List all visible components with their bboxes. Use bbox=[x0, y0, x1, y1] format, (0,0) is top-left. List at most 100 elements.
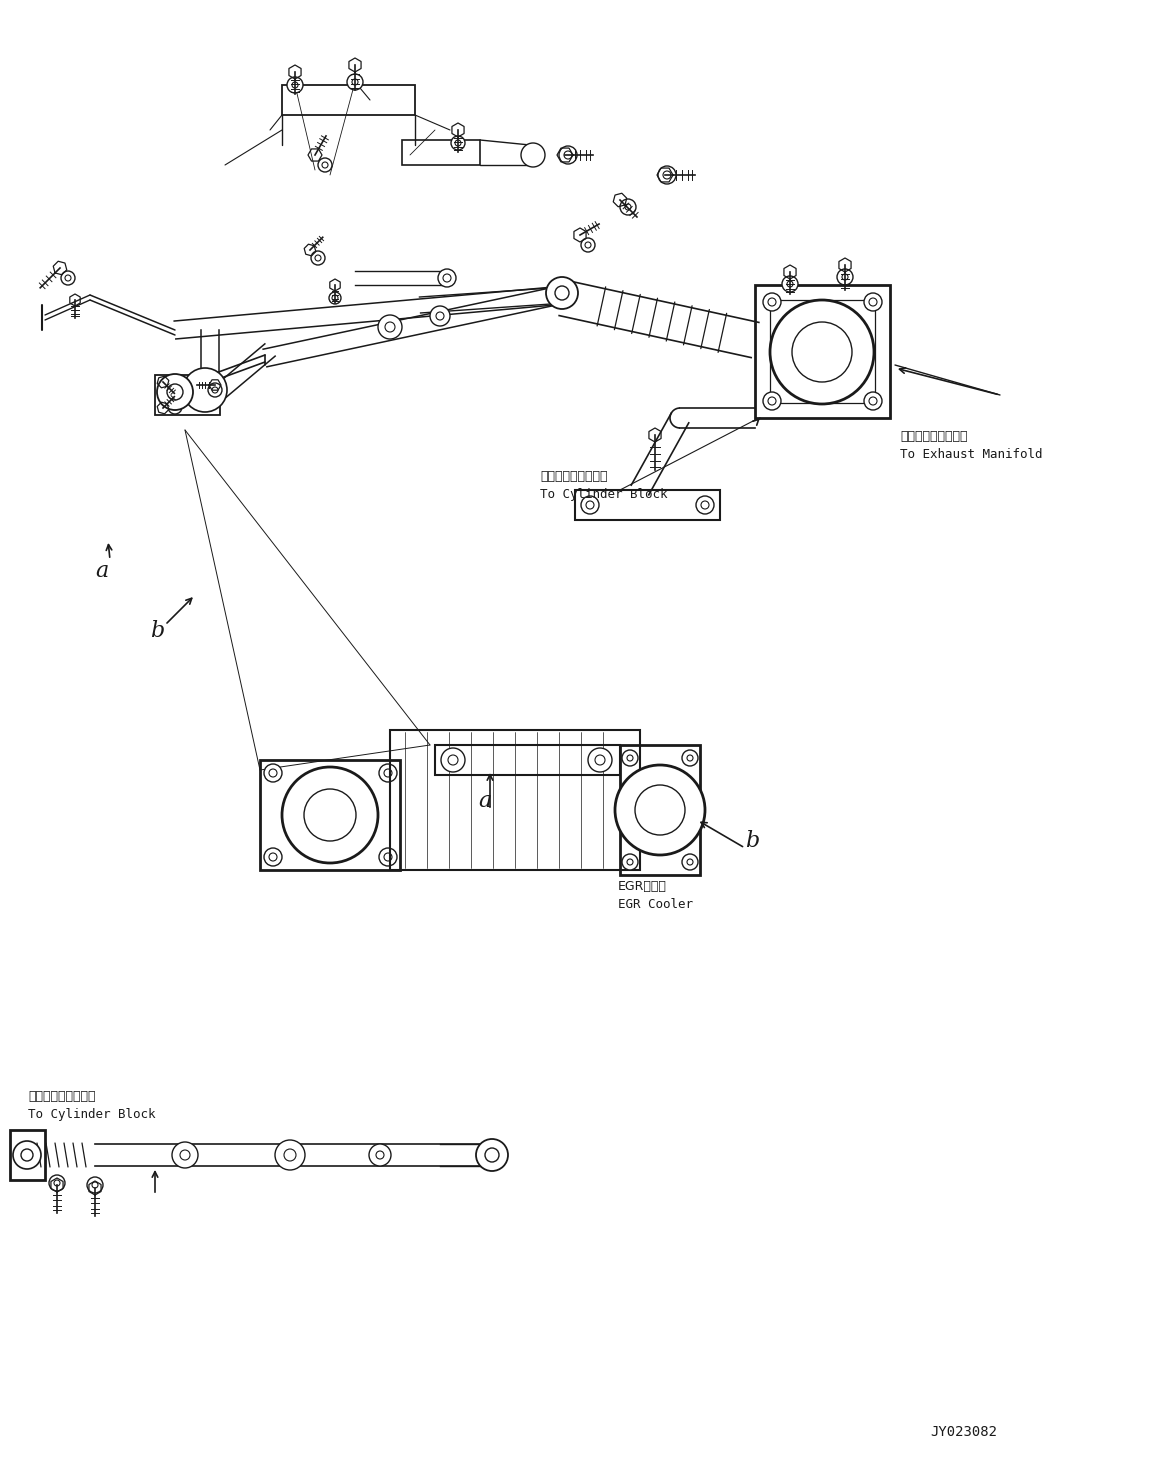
Circle shape bbox=[21, 1149, 33, 1161]
Circle shape bbox=[208, 383, 222, 397]
Circle shape bbox=[168, 399, 182, 414]
Circle shape bbox=[581, 238, 595, 252]
Circle shape bbox=[625, 204, 631, 210]
Circle shape bbox=[264, 849, 282, 866]
Text: To Exhaust Manifold: To Exhaust Manifold bbox=[901, 448, 1042, 461]
Circle shape bbox=[292, 82, 297, 87]
Circle shape bbox=[865, 293, 882, 311]
Circle shape bbox=[664, 171, 670, 179]
Circle shape bbox=[443, 274, 451, 281]
Circle shape bbox=[352, 79, 358, 85]
Circle shape bbox=[332, 295, 338, 300]
Circle shape bbox=[92, 1182, 98, 1188]
Circle shape bbox=[60, 271, 76, 284]
Circle shape bbox=[370, 1145, 390, 1166]
Circle shape bbox=[284, 1149, 296, 1161]
Text: b: b bbox=[745, 830, 759, 851]
Circle shape bbox=[763, 392, 781, 410]
Circle shape bbox=[763, 293, 781, 311]
Circle shape bbox=[485, 1147, 498, 1162]
Circle shape bbox=[172, 404, 178, 410]
Circle shape bbox=[172, 1142, 198, 1168]
Circle shape bbox=[792, 322, 852, 382]
Circle shape bbox=[701, 502, 709, 509]
Circle shape bbox=[157, 375, 193, 410]
Circle shape bbox=[172, 382, 178, 388]
Circle shape bbox=[379, 849, 397, 866]
Circle shape bbox=[430, 306, 450, 327]
Circle shape bbox=[315, 255, 321, 261]
Circle shape bbox=[865, 392, 882, 410]
Circle shape bbox=[287, 77, 303, 93]
Circle shape bbox=[49, 1175, 65, 1191]
Circle shape bbox=[347, 74, 363, 90]
Circle shape bbox=[53, 1180, 60, 1185]
Circle shape bbox=[682, 854, 698, 870]
Text: a: a bbox=[95, 560, 108, 582]
Circle shape bbox=[282, 767, 378, 863]
Bar bbox=[770, 300, 875, 402]
Circle shape bbox=[180, 1150, 191, 1161]
Text: JY023082: JY023082 bbox=[930, 1424, 997, 1439]
Circle shape bbox=[615, 765, 705, 854]
Circle shape bbox=[385, 322, 395, 332]
Circle shape bbox=[627, 859, 633, 865]
Circle shape bbox=[211, 386, 218, 394]
Circle shape bbox=[837, 268, 853, 284]
Circle shape bbox=[383, 853, 392, 862]
Circle shape bbox=[168, 378, 182, 392]
Circle shape bbox=[268, 853, 277, 862]
Circle shape bbox=[768, 397, 776, 405]
Circle shape bbox=[438, 268, 456, 287]
Circle shape bbox=[383, 768, 392, 777]
Text: a: a bbox=[478, 790, 492, 812]
Circle shape bbox=[627, 755, 633, 761]
Circle shape bbox=[167, 383, 182, 399]
Circle shape bbox=[634, 784, 686, 835]
Bar bbox=[260, 760, 400, 870]
Text: To Cylinder Block: To Cylinder Block bbox=[28, 1108, 156, 1121]
Circle shape bbox=[586, 502, 594, 509]
Circle shape bbox=[311, 251, 325, 265]
Circle shape bbox=[588, 748, 612, 771]
Circle shape bbox=[622, 854, 638, 870]
Circle shape bbox=[442, 748, 465, 771]
Circle shape bbox=[658, 166, 676, 184]
Bar bbox=[155, 375, 220, 416]
Circle shape bbox=[456, 140, 461, 146]
Circle shape bbox=[304, 789, 356, 841]
Text: To Cylinder Block: To Cylinder Block bbox=[540, 488, 667, 502]
Text: 排気マニホールドへ: 排気マニホールドへ bbox=[901, 430, 968, 443]
Circle shape bbox=[476, 1139, 508, 1171]
Circle shape bbox=[379, 764, 397, 781]
Circle shape bbox=[264, 764, 282, 781]
Circle shape bbox=[65, 276, 71, 281]
Bar bbox=[282, 85, 415, 115]
Text: シリンダブロックへ: シリンダブロックへ bbox=[540, 469, 608, 483]
Circle shape bbox=[842, 274, 848, 280]
Circle shape bbox=[787, 281, 792, 287]
Circle shape bbox=[329, 292, 340, 305]
Circle shape bbox=[275, 1140, 304, 1169]
Circle shape bbox=[770, 300, 874, 404]
Bar bbox=[435, 745, 621, 776]
Circle shape bbox=[13, 1142, 41, 1169]
Text: b: b bbox=[150, 620, 164, 642]
Bar bbox=[621, 745, 700, 875]
Circle shape bbox=[621, 198, 636, 214]
Circle shape bbox=[768, 297, 776, 306]
Circle shape bbox=[555, 286, 569, 300]
Circle shape bbox=[584, 242, 591, 248]
Circle shape bbox=[451, 136, 465, 150]
Bar bbox=[10, 1130, 45, 1180]
Circle shape bbox=[322, 162, 328, 168]
Text: EGR Cooler: EGR Cooler bbox=[618, 898, 693, 911]
Circle shape bbox=[869, 297, 877, 306]
Circle shape bbox=[564, 152, 572, 159]
Circle shape bbox=[376, 1150, 383, 1159]
Bar bbox=[402, 140, 480, 165]
Circle shape bbox=[696, 496, 713, 515]
Circle shape bbox=[87, 1177, 103, 1193]
Circle shape bbox=[687, 755, 693, 761]
Circle shape bbox=[869, 397, 877, 405]
